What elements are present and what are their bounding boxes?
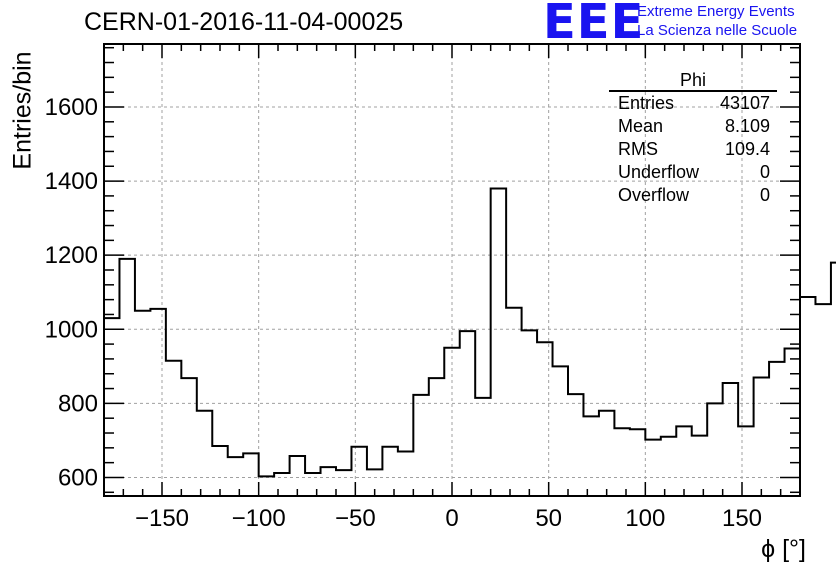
eee-logo: EEE <box>543 0 645 50</box>
run-title: CERN-01-2016-11-04-00025 <box>84 8 404 36</box>
logo-subtitle-line2: La Scienza nelle Scuole <box>637 22 798 39</box>
x-tick-label: 150 <box>722 505 762 532</box>
y-tick-label: 1200 <box>45 242 98 269</box>
stats-row-mean: Mean 8.109 <box>609 115 777 138</box>
x-axis-label: ϕ [°] <box>761 535 806 563</box>
stats-label: Overflow <box>618 185 690 205</box>
stats-value: 8.109 <box>724 116 770 136</box>
x-tick-label: 50 <box>535 505 562 532</box>
y-tick-label: 1600 <box>45 94 98 121</box>
x-tick-label: −100 <box>232 505 286 532</box>
stats-row-underflow: Underflow 0 <box>609 161 777 184</box>
x-tick-label: −50 <box>335 505 376 532</box>
stats-title: Phi <box>609 70 777 92</box>
stats-label: Entries <box>618 93 675 113</box>
x-tick-label: 100 <box>625 505 665 532</box>
stats-value: 109.4 <box>724 139 770 159</box>
y-tick-label: 600 <box>58 464 98 491</box>
stats-row-overflow: Overflow 0 <box>609 184 777 207</box>
stats-label: RMS <box>618 139 658 159</box>
stats-row-entries: Entries 43107 <box>609 92 777 115</box>
stats-box: Phi Entries 43107 Mean 8.109 RMS 109.4 U… <box>609 70 777 207</box>
stats-value: 43107 <box>719 93 770 113</box>
grid-lines <box>104 44 800 496</box>
y-axis: 600 800 1000 1200 1400 1600 <box>45 46 800 494</box>
x-tick-label: 0 <box>445 505 458 532</box>
stats-value: 0 <box>759 162 770 182</box>
x-tick-label: −150 <box>135 505 189 532</box>
histogram-series <box>103 187 836 496</box>
stats-label: Underflow <box>618 162 700 182</box>
stats-label: Mean <box>618 116 664 136</box>
logo-subtitle-line1: Extreme Energy Events <box>637 3 795 20</box>
y-tick-label: 1400 <box>45 168 98 195</box>
y-tick-label: 800 <box>58 390 98 417</box>
x-axis: −150 −100 −50 0 50 100 150 <box>103 44 801 532</box>
stats-value: 0 <box>759 185 770 205</box>
stats-row-rms: RMS 109.4 <box>609 138 777 161</box>
y-tick-label: 1000 <box>45 316 98 343</box>
y-axis-label: Entries/bin <box>8 51 37 170</box>
